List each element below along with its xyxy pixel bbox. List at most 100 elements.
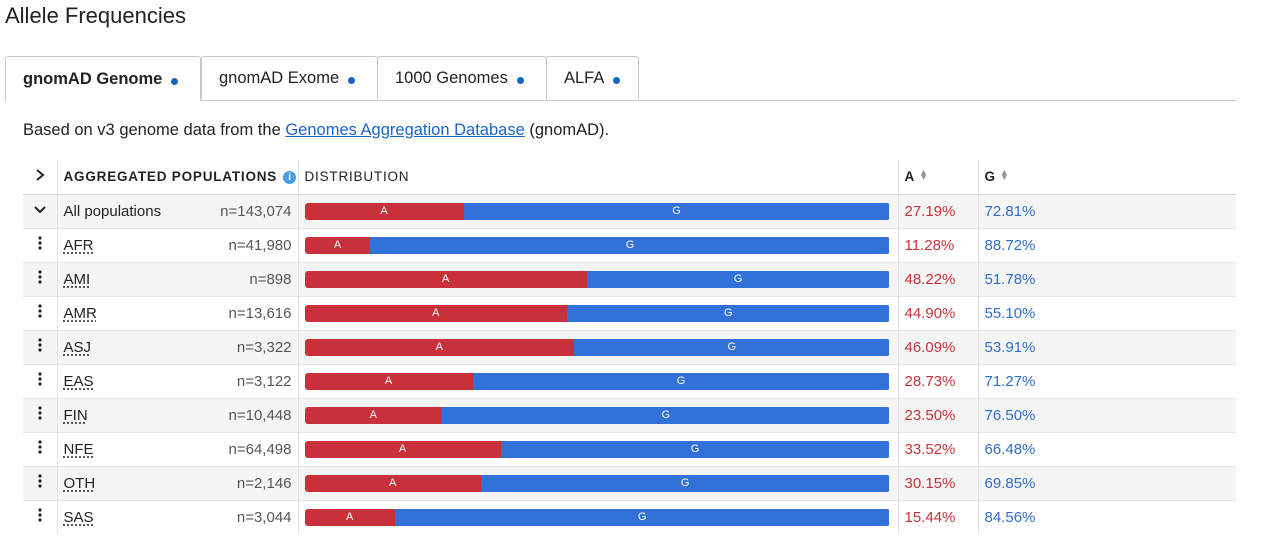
tab-label: ALFA xyxy=(564,68,605,87)
allele-g-column-header[interactable]: G ▲ ▼ xyxy=(977,160,1236,195)
sample-count: n=13,616 xyxy=(228,304,292,322)
more-vertical-icon xyxy=(38,371,42,386)
row-menu-button[interactable] xyxy=(23,295,57,330)
allele-g-frequency: 66.48% xyxy=(977,431,1236,466)
allele-a-frequency: 30.15% xyxy=(897,465,978,500)
tab-alfa[interactable]: ALFA xyxy=(546,56,639,99)
more-vertical-icon xyxy=(38,269,42,284)
sample-count: n=3,322 xyxy=(236,338,292,356)
population-name[interactable]: FIN xyxy=(63,406,88,424)
more-vertical-icon xyxy=(38,439,42,454)
expand-all-button[interactable] xyxy=(23,160,57,195)
status-dot-icon xyxy=(348,76,356,84)
info-icon[interactable]: i xyxy=(283,171,297,185)
allele-a-frequency: 33.52% xyxy=(897,431,978,466)
allele-g-frequency: 69.85% xyxy=(977,465,1236,500)
population-cell: EAS n=3,122 xyxy=(56,363,298,398)
allele-g-segment-label: G xyxy=(733,273,743,285)
allele-g-segment-label: G xyxy=(625,239,635,251)
allele-a-segment-label: A xyxy=(435,341,443,353)
tab-gnomad-genome[interactable]: gnomAD Genome xyxy=(5,56,201,101)
population-name[interactable]: AMR xyxy=(63,304,97,322)
allele-a-segment: A xyxy=(304,338,575,356)
population-name: All populations xyxy=(63,202,162,220)
table-row: NFE n=64,498 A G 33.52% 66.48% xyxy=(23,431,1236,466)
allele-a-segment-label: A xyxy=(432,307,440,319)
data-source-description: Based on v3 genome data from the Genomes… xyxy=(23,121,609,140)
population-name[interactable]: AMI xyxy=(63,270,91,288)
allele-a-frequency: 11.28% xyxy=(897,227,978,262)
sample-count: n=898 xyxy=(249,270,292,288)
sample-count: n=64,498 xyxy=(228,440,292,458)
population-name[interactable]: AFR xyxy=(63,236,94,254)
allele-g-segment-label: G xyxy=(637,511,647,524)
tab-gnomad-exome[interactable]: gnomAD Exome xyxy=(201,56,378,99)
allele-a-column-header[interactable]: A ▲ ▼ xyxy=(897,160,978,195)
population-name[interactable]: ASJ xyxy=(63,338,92,356)
row-menu-button[interactable] xyxy=(23,227,57,262)
population-cell: SAS n=3,044 xyxy=(56,499,298,534)
allele-g-segment: G xyxy=(480,474,890,492)
row-menu-button[interactable] xyxy=(23,363,57,398)
allele-a-frequency: 44.90% xyxy=(897,295,978,330)
allele-g-segment: G xyxy=(441,406,890,424)
population-header-label: AGGREGATED POPULATIONS xyxy=(63,169,278,185)
chevron-right-icon xyxy=(36,169,45,182)
allele-a-segment: A xyxy=(304,304,568,322)
status-dot-icon xyxy=(613,76,621,84)
allele-a-segment-label: A xyxy=(345,511,354,524)
status-dot-icon xyxy=(516,76,524,84)
allele-a-frequency: 23.50% xyxy=(897,397,978,432)
allele-g-segment-label: G xyxy=(724,307,733,319)
table-row: AMI n=898 A G 48.22% 51.78% xyxy=(23,261,1236,296)
allele-g-frequency: 72.81% xyxy=(977,193,1236,228)
allele-a-segment: A xyxy=(304,202,464,220)
allele-a-frequency: 48.22% xyxy=(897,261,978,296)
tab-label: gnomAD Genome xyxy=(23,69,163,88)
allele-g-segment-label: G xyxy=(680,477,690,489)
status-dot-icon xyxy=(171,77,179,85)
table-row: EAS n=3,122 A G 28.73% 71.27% xyxy=(23,363,1236,398)
description-prefix: Based on v3 genome data from the xyxy=(23,121,286,139)
row-menu-button[interactable] xyxy=(23,193,57,228)
tab-1000-genomes[interactable]: 1000 Genomes xyxy=(377,56,547,99)
allele-g-frequency: 84.56% xyxy=(977,499,1236,534)
population-column-header: AGGREGATED POPULATIONS i xyxy=(56,160,298,195)
row-menu-button[interactable] xyxy=(23,397,57,432)
population-name[interactable]: SAS xyxy=(63,508,94,526)
allele-a-segment: A xyxy=(304,440,501,458)
sample-count: n=3,122 xyxy=(236,372,292,390)
allele-a-segment: A xyxy=(304,236,371,254)
allele-g-segment-label: G xyxy=(672,205,681,217)
population-name[interactable]: OTH xyxy=(63,474,96,492)
population-name[interactable]: EAS xyxy=(63,372,94,390)
row-menu-button[interactable] xyxy=(23,261,57,296)
table-row: FIN n=10,448 A G 23.50% 76.50% xyxy=(23,397,1236,432)
population-name[interactable]: NFE xyxy=(63,440,94,458)
gnomad-link[interactable]: Genomes Aggregation Database xyxy=(285,121,525,139)
allele-g-segment: G xyxy=(574,338,890,356)
sample-count: n=143,074 xyxy=(220,202,292,220)
allele-g-frequency: 76.50% xyxy=(977,397,1236,432)
page-title: Allele Frequencies xyxy=(5,3,186,28)
allele-a-segment: A xyxy=(304,372,473,390)
row-menu-button[interactable] xyxy=(23,431,57,466)
allele-g-segment: G xyxy=(567,304,890,322)
row-menu-button[interactable] xyxy=(23,329,57,364)
row-menu-button[interactable] xyxy=(23,465,57,500)
allele-a-segment-label: A xyxy=(398,443,407,455)
row-menu-button[interactable] xyxy=(23,499,57,534)
allele-a-frequency: 46.09% xyxy=(897,329,978,364)
tab-bar: gnomAD Genome gnomAD Exome 1000 Genomes … xyxy=(5,56,1236,101)
population-cell: FIN n=10,448 xyxy=(56,397,298,432)
more-vertical-icon xyxy=(38,473,42,488)
allele-g-segment: G xyxy=(370,236,890,254)
